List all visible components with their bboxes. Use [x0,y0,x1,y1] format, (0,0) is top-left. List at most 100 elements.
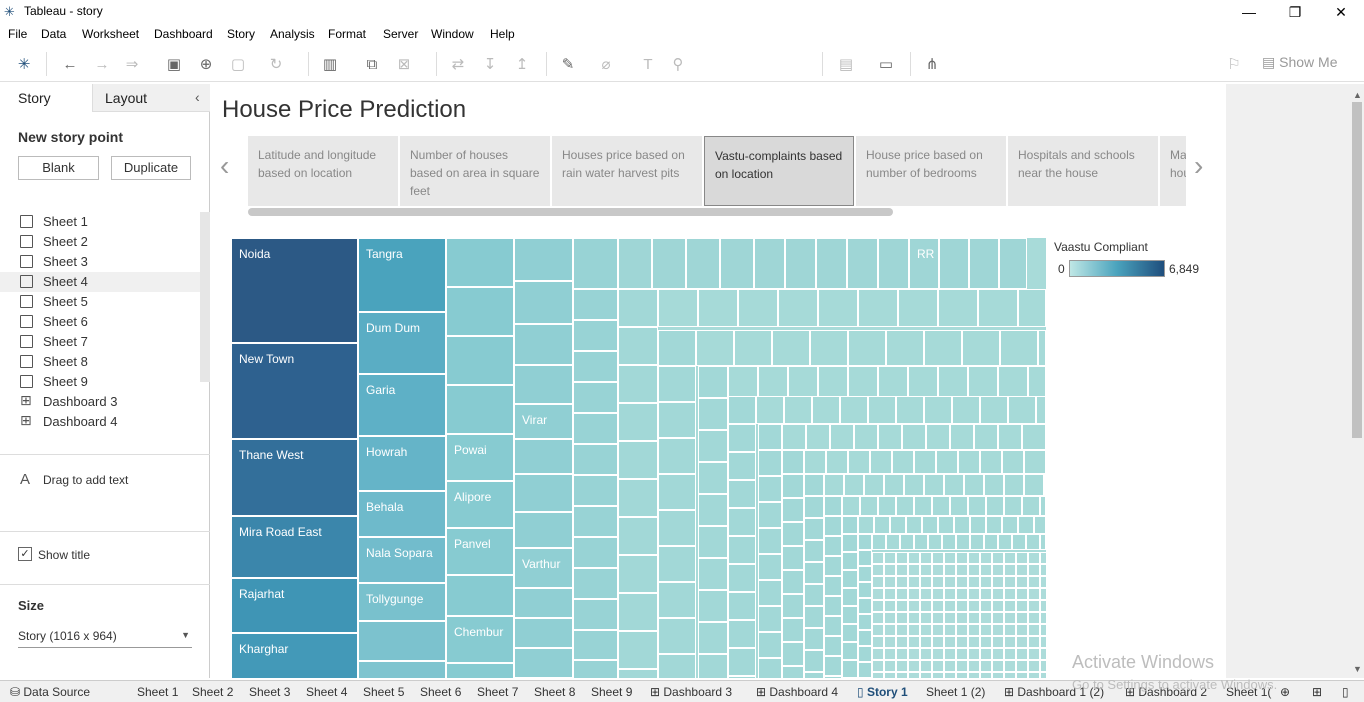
treemap-cell[interactable] [944,552,956,564]
treemap-cell[interactable] [824,474,844,496]
treemap-cell[interactable] [956,660,968,672]
treemap-cell[interactable] [992,660,1004,672]
treemap-cell[interactable] [984,534,998,550]
treemap-cell[interactable] [999,238,1027,289]
treemap-cell[interactable] [858,534,872,550]
treemap-cell[interactable] [980,576,992,588]
treemap-cell[interactable] [896,648,908,660]
treemap-cell[interactable] [1028,636,1040,648]
treemap-cell[interactable] [618,403,658,441]
treemap-cell[interactable] [782,424,806,450]
treemap-cell[interactable] [658,546,696,582]
treemap-cell[interactable] [956,552,968,564]
treemap-cell[interactable] [1016,564,1028,576]
treemap-cell[interactable] [446,385,514,434]
treemap-cell-varthur[interactable]: Varthur [514,548,573,588]
sheet-list-item[interactable]: ⊞ Dashboard 3 [20,392,118,409]
treemap-cell[interactable] [1004,624,1016,636]
treemap-cell[interactable] [1040,552,1046,564]
new-datasource-icon[interactable]: ⊕ [199,56,213,73]
menu-server[interactable]: Server [383,27,419,41]
treemap-cell[interactable] [658,618,696,654]
treemap-cell[interactable] [1028,624,1040,636]
treemap-cell[interactable] [950,424,974,450]
treemap-cell[interactable] [1036,396,1046,424]
treemap-cell[interactable] [870,450,892,474]
treemap-cell[interactable] [758,450,782,476]
treemap-cell[interactable] [1040,600,1046,612]
treemap-cell[interactable] [842,660,858,678]
treemap-cell[interactable] [758,366,788,398]
treemap-cell[interactable] [1028,660,1040,672]
treemap-cell[interactable] [1018,289,1046,327]
treemap-cell[interactable] [958,450,980,474]
tab-layout[interactable]: Layout ‹ [92,84,210,112]
drag-to-add-text[interactable]: Drag to add text [43,473,129,487]
treemap-cell[interactable] [806,424,830,450]
treemap-cell[interactable] [1004,496,1022,516]
treemap-cell[interactable] [728,396,756,424]
treemap-cell[interactable] [956,564,968,576]
treemap-cell[interactable] [932,660,944,672]
pin-icon[interactable]: ⚲ [672,56,684,73]
treemap-cell[interactable] [782,618,804,642]
treemap-cell[interactable] [840,396,868,424]
vertical-scrollbar[interactable]: ▲ ▼ [1350,84,1364,678]
treemap-cell[interactable] [962,330,1000,366]
show-me-button[interactable]: ▤ Show Me [1262,54,1338,70]
show-cards-icon[interactable]: ▤ [838,56,854,73]
treemap-cell[interactable] [944,636,956,648]
treemap-cell[interactable] [782,498,804,522]
treemap-cell[interactable] [618,593,658,631]
story-point[interactable]: House price based on number of bedrooms [856,136,1006,206]
treemap-cell[interactable] [932,496,950,516]
treemap-cell[interactable] [446,287,514,336]
treemap-cell[interactable] [980,624,992,636]
treemap-cell[interactable] [956,588,968,600]
treemap-cell[interactable] [920,588,932,600]
new-story-tab-icon[interactable]: ▯ [1342,685,1349,699]
treemap-cell[interactable] [658,474,696,510]
treemap-cell[interactable] [980,636,992,648]
treemap-cell[interactable] [1016,636,1028,648]
treemap-cell[interactable] [658,330,696,366]
close-button[interactable]: ✕ [1335,3,1347,20]
sheet-list-item[interactable]: Sheet 7 [0,332,200,352]
treemap-cell[interactable] [984,474,1004,496]
treemap-cell[interactable] [842,552,858,570]
treemap-cell[interactable] [968,564,980,576]
treemap-cell[interactable] [956,576,968,588]
previous-point-arrow-icon[interactable]: ‹ [220,150,230,181]
treemap-cell[interactable] [858,550,872,566]
treemap-cell[interactable] [938,516,954,534]
treemap-cell[interactable] [514,365,573,404]
treemap-cell[interactable] [1000,330,1038,366]
treemap-cell[interactable] [698,462,728,494]
treemap-cell[interactable] [804,474,824,496]
treemap-cell[interactable] [514,618,573,648]
menu-dashboard[interactable]: Dashboard [154,27,213,41]
treemap-cell[interactable] [728,508,756,536]
treemap-cell[interactable] [573,599,618,630]
treemap-cell[interactable] [824,536,842,556]
treemap-cell[interactable] [878,496,896,516]
treemap-cell[interactable] [698,590,728,622]
treemap-cell[interactable] [980,450,1002,474]
treemap-cell[interactable] [446,336,514,385]
treemap-cell[interactable] [956,648,968,660]
treemap-cell[interactable] [908,564,920,576]
treemap-cell[interactable] [1028,672,1040,678]
treemap-cell[interactable] [968,588,980,600]
refresh-icon[interactable]: ↻ [269,56,283,73]
treemap-cell[interactable] [1016,600,1028,612]
treemap-cell[interactable] [804,650,824,672]
next-point-arrow-icon[interactable]: › [1194,150,1204,181]
treemap-cell[interactable] [658,366,696,402]
treemap-cell-powai[interactable]: Powai [446,434,514,481]
treemap-cell[interactable] [824,556,842,576]
treemap-cell[interactable] [698,654,728,678]
treemap-cell[interactable] [872,672,884,678]
story-point[interactable]: Number of houses based on area in square… [400,136,550,206]
tableau-icon[interactable]: ✳ [17,56,31,73]
treemap-cell[interactable] [956,624,968,636]
